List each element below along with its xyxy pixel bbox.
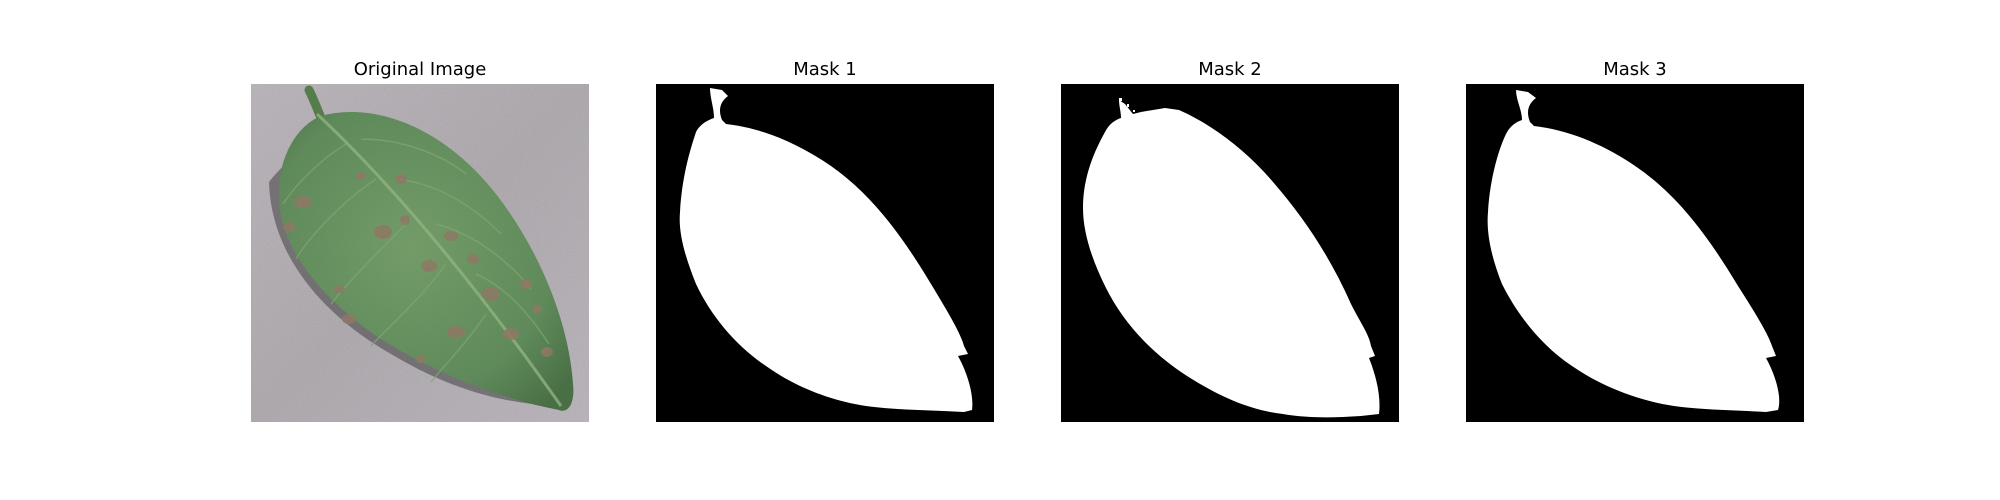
leaf-photo — [251, 84, 589, 422]
mask-2-title: Mask 2 — [1198, 59, 1262, 80]
mask-2-image — [1061, 84, 1399, 422]
mask-1-image — [656, 84, 994, 422]
mask-1-panel: Mask 1 — [656, 0, 994, 430]
original-image-title: Original Image — [353, 59, 487, 80]
mask-3-panel: Mask 3 — [1466, 0, 1804, 430]
mask-1-title: Mask 1 — [793, 59, 857, 80]
mask-2-panel: Mask 2 — [1061, 0, 1399, 430]
original-image-panel: Original Image — [251, 0, 589, 430]
mask-3-title: Mask 3 — [1603, 59, 1667, 80]
mask-3-image — [1466, 84, 1804, 422]
